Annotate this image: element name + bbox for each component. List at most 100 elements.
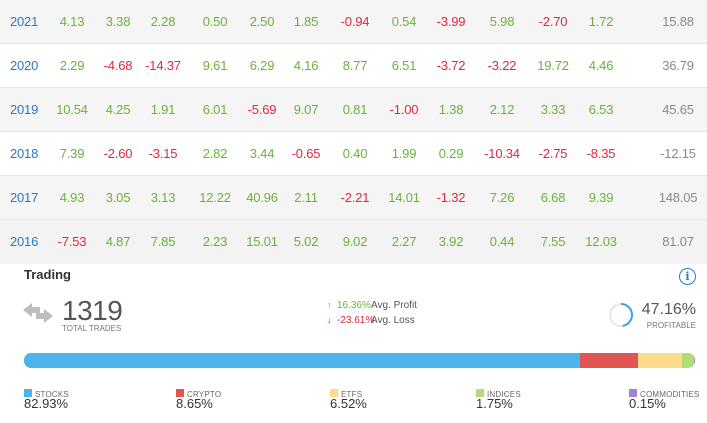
year-total-cell: -12.15	[660, 146, 696, 161]
month-return-cell: 8.77	[342, 58, 368, 73]
year-cell[interactable]: 2020	[10, 58, 39, 73]
table-row: 2018 7.39 -2.60 -3.15 2.82 3.44 -0.65 0.40 1.99 0…	[0, 132, 707, 176]
legend-label: INDICES	[487, 390, 521, 399]
month-return-cell: 6.01	[202, 102, 228, 117]
month-return-cell: -5.69	[247, 102, 277, 117]
total-trades-label: TOTAL TRADES	[62, 324, 122, 333]
month-return-cell: 3.05	[105, 190, 131, 205]
month-return-cell: 4.46	[588, 58, 614, 73]
table-row: 2021 4.13 3.38 2.28 0.50 2.50 1.85 -0.94 0.54 -3.…	[0, 0, 707, 44]
month-return-cell: -3.72	[436, 58, 466, 73]
month-return-cell: 2.29	[59, 58, 85, 73]
legend-item-crypto: CRYPTO 8.65%	[176, 384, 221, 411]
year-cell[interactable]: 2016	[10, 234, 39, 249]
month-return-cell: -3.15	[148, 146, 178, 161]
month-return-cell: -8.35	[586, 146, 616, 161]
month-return-cell: 3.44	[249, 146, 275, 161]
month-return-cell: 2.11	[294, 190, 318, 205]
month-return-cell: 0.50	[202, 14, 228, 29]
month-return-cell: 4.13	[59, 14, 85, 29]
month-return-cell: 15.01	[246, 234, 278, 249]
month-return-cell: -2.21	[340, 190, 370, 205]
allocation-segment-crypto	[580, 353, 639, 368]
month-return-cell: 4.93	[59, 190, 85, 205]
month-return-cell: 1.72	[588, 14, 614, 29]
month-return-cell: 6.53	[588, 102, 614, 117]
month-return-cell: -1.00	[389, 102, 419, 117]
avg-profit-value: 16.36%	[337, 300, 371, 311]
year-total-cell: 81.07	[662, 234, 694, 249]
year-total-cell: 45.65	[662, 102, 694, 117]
year-cell[interactable]: 2019	[10, 102, 39, 117]
legend-label: COMMODITIES	[640, 390, 700, 399]
year-cell[interactable]: 2021	[10, 14, 39, 29]
legend-value: 82.93%	[24, 396, 69, 411]
table-row: 2019 10.54 4.25 1.91 6.01 -5.69 9.07 0.81 -1.00 1…	[0, 88, 707, 132]
year-total-cell: 15.88	[662, 14, 694, 29]
month-return-cell: 12.22	[199, 190, 231, 205]
month-return-cell: 7.39	[59, 146, 85, 161]
month-return-cell: 1.38	[438, 102, 464, 117]
allocation-segment-commodities	[693, 353, 695, 368]
legend-swatch	[629, 389, 637, 397]
table-row: 2020 2.29 -4.68 -14.37 9.61 6.29 4.16 8.77 6.51 -…	[0, 44, 707, 88]
month-return-cell: 2.50	[249, 14, 275, 29]
month-return-cell: 6.68	[540, 190, 566, 205]
legend-swatch	[476, 389, 484, 397]
month-return-cell: -2.70	[538, 14, 568, 29]
avg-loss-label: Avg. Loss	[371, 315, 415, 326]
month-return-cell: -10.34	[484, 146, 520, 161]
info-icon[interactable]: i	[679, 268, 696, 285]
month-return-cell: 9.61	[202, 58, 228, 73]
month-return-cell: 2.12	[489, 102, 515, 117]
legend-item-etfs: ETFS 6.52%	[330, 384, 367, 411]
month-return-cell: 2.28	[150, 14, 176, 29]
month-return-cell: 0.29	[438, 146, 464, 161]
month-return-cell: 1.85	[293, 14, 319, 29]
month-return-cell: 3.92	[438, 234, 464, 249]
legend-label: STOCKS	[35, 390, 69, 399]
month-return-cell: 7.55	[540, 234, 566, 249]
month-return-cell: -7.53	[57, 234, 87, 249]
month-return-cell: -1.32	[436, 190, 466, 205]
month-return-cell: 2.27	[391, 234, 417, 249]
month-return-cell: 6.51	[391, 58, 417, 73]
month-return-cell: 1.91	[150, 102, 176, 117]
legend-value: 6.52%	[330, 396, 367, 411]
profitable-donut	[608, 302, 634, 333]
month-return-cell: -3.99	[436, 14, 466, 29]
month-return-cell: -14.37	[145, 58, 181, 73]
avg-loss-row: ↓ -23.61%Avg. Loss	[327, 315, 415, 326]
month-return-cell: 2.23	[202, 234, 228, 249]
month-return-cell: 0.81	[342, 102, 368, 117]
profitable-arc	[609, 303, 633, 327]
month-return-cell: 0.44	[489, 234, 515, 249]
row-divider	[0, 131, 707, 132]
allocation-segment-stocks	[24, 353, 581, 368]
month-return-cell: 4.87	[105, 234, 131, 249]
year-cell[interactable]: 2017	[10, 190, 39, 205]
legend-swatch	[330, 389, 338, 397]
month-return-cell: 5.02	[293, 234, 319, 249]
total-trades-count: 1319	[62, 295, 123, 326]
month-return-cell: 19.72	[537, 58, 569, 73]
month-return-cell: 9.02	[342, 234, 368, 249]
allocation-segment-etfs	[638, 353, 683, 368]
profitable-label: PROFITABLE	[646, 321, 696, 330]
month-return-cell: 2.82	[202, 146, 228, 161]
profitable-percent: 47.16%	[641, 301, 696, 318]
row-divider	[0, 43, 707, 44]
month-return-cell: -4.68	[103, 58, 133, 73]
table-row: 2016 -7.53 4.87 7.85 2.23 15.01 5.02 9.02 2.27 3.…	[0, 220, 707, 264]
legend-label: ETFS	[341, 390, 363, 399]
year-cell[interactable]: 2018	[10, 146, 39, 161]
legend-item-stocks: STOCKS 82.93%	[24, 384, 69, 411]
arrow-up-icon: ↑	[327, 300, 332, 310]
allocation-segment-indices	[682, 353, 694, 368]
table-row: 2017 4.93 3.05 3.13 12.22 40.96 2.11 -2.21 14.01…	[0, 176, 707, 220]
row-divider	[0, 87, 707, 88]
row-divider	[0, 219, 707, 220]
month-return-cell: 14.01	[388, 190, 420, 205]
row-divider	[0, 175, 707, 176]
legend-swatch	[176, 389, 184, 397]
